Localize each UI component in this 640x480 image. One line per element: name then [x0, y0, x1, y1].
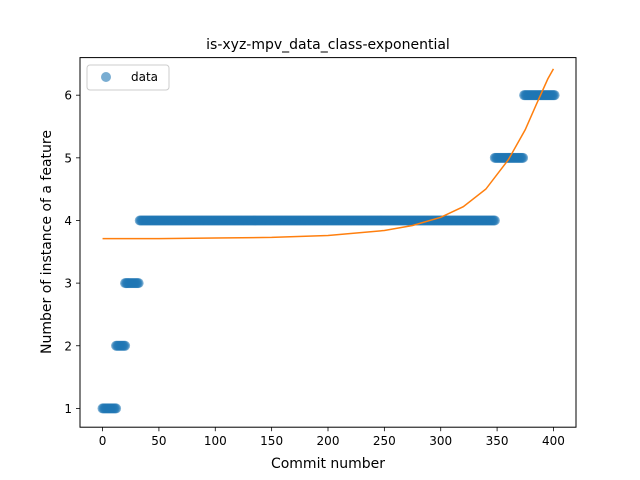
fit-line: [102, 68, 555, 240]
y-tick-label: 1: [64, 402, 72, 416]
x-tick-label: 200: [317, 434, 340, 448]
data-point: [489, 215, 500, 226]
data-point: [133, 278, 144, 289]
data-point: [549, 90, 560, 101]
y-tick-label: 3: [64, 277, 72, 291]
x-tick-label: 0: [99, 434, 107, 448]
legend-box: [86, 64, 170, 91]
x-tick-label: 100: [204, 434, 227, 448]
y-tick-label: 2: [64, 339, 72, 353]
chart-title: is-xyz-mpv_data_class-exponential: [206, 37, 450, 53]
x-tick-label: 150: [260, 434, 283, 448]
x-tick-label: 250: [373, 434, 396, 448]
data-point: [111, 403, 122, 414]
x-tick-label: 300: [429, 434, 452, 448]
plot-area: [97, 68, 560, 414]
y-tick-label: 5: [64, 151, 72, 165]
x-axis: 0 50 100 150 200 250 300 350 400: [99, 427, 565, 448]
x-tick-label: 50: [151, 434, 166, 448]
x-axis-label: Commit number: [271, 456, 385, 472]
y-tick-label: 6: [64, 89, 72, 103]
y-tick-label: 4: [64, 214, 72, 228]
x-tick-label: 400: [542, 434, 565, 448]
data-point: [518, 152, 529, 163]
legend-marker-data: [101, 72, 111, 82]
legend: data: [86, 64, 170, 91]
data-point: [120, 340, 131, 351]
y-axis-label: Number of instance of a feature: [39, 130, 55, 354]
y-axis: 1 2 3 4 5 6: [64, 89, 80, 416]
x-tick-label: 350: [486, 434, 509, 448]
legend-label-data: data: [131, 70, 158, 84]
